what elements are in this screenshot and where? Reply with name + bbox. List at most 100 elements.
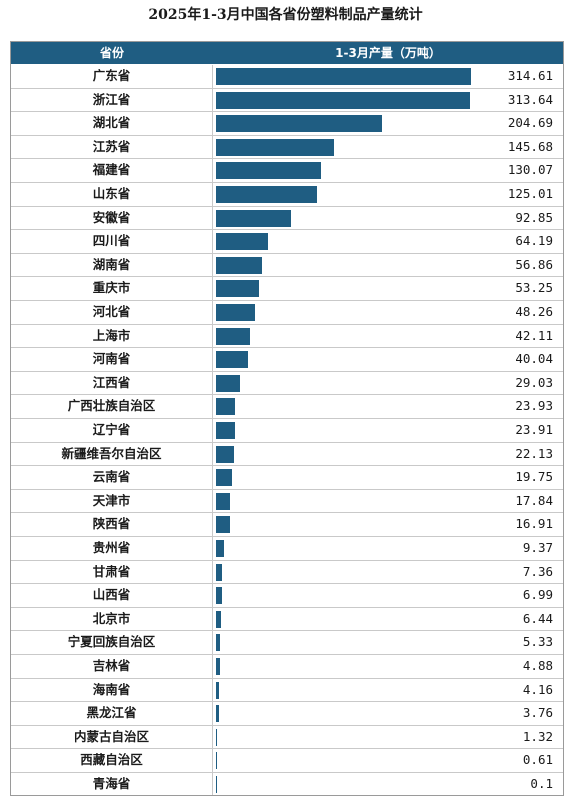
table-row: 山东省 125.01 [11,183,563,207]
value-label: 56.86 [515,256,553,272]
bar [216,658,220,675]
value-label: 40.04 [515,351,553,367]
province-label: 辽宁省 [11,419,213,442]
table-row: 福建省 130.07 [11,159,563,183]
province-label: 重庆市 [11,277,213,300]
province-label: 江西省 [11,371,213,395]
table-row: 上海市 42.11 [11,324,563,349]
table-row: 吉林省 4.88 [11,655,563,679]
bar [216,162,322,180]
province-label: 广东省 [11,65,213,88]
province-label: 安徽省 [11,206,213,230]
table-row: 贵州省 9.37 [11,537,563,561]
value-label: 19.75 [515,469,553,485]
province-label: 湖北省 [11,112,213,135]
bar [216,563,222,581]
value-label: 64.19 [515,233,553,249]
table-row: 内蒙古自治区 1.32 [11,725,563,750]
bar [216,280,260,298]
table-row: 重庆市 53.25 [11,277,563,301]
header-value: 1-3月产量（万吨） [335,46,441,60]
province-label: 北京市 [11,607,213,631]
province-label: 陕西省 [11,513,213,536]
bar [216,610,222,628]
value-label: 42.11 [515,327,553,343]
table-row: 甘肃省 7.36 [11,560,563,585]
bar [216,115,382,133]
value-label: 0.1 [530,776,553,791]
bar [216,304,256,321]
value-label: 53.25 [515,280,553,296]
value-label: 204.69 [507,115,553,131]
value-label: 48.26 [515,304,553,319]
table-row: 西藏自治区 0.61 [11,749,563,773]
value-label: 22.13 [515,445,553,461]
table-row: 山西省 6.99 [11,584,563,608]
province-label: 甘肃省 [11,560,213,584]
table-header: 省份 1-3月产量（万吨） [11,42,563,64]
province-label: 内蒙古自治区 [11,725,213,749]
value-label: 16.91 [515,516,553,532]
value-label: 145.68 [507,138,553,154]
bar [216,634,221,652]
value-label: 23.91 [515,422,553,437]
bar [216,587,222,605]
bar [216,469,232,487]
bar [216,138,335,156]
value-label: 4.16 [522,681,553,697]
value-label: 17.84 [515,492,553,508]
province-label: 山东省 [11,183,213,206]
table-row: 江苏省 145.68 [11,135,563,160]
province-label: 贵州省 [11,537,213,560]
province-label: 宁夏回族自治区 [11,631,213,654]
table-row: 广西壮族自治区 23.93 [11,395,563,419]
bar [216,398,236,416]
table-row: 青海省 0.1 [11,773,563,795]
value-label: 0.61 [522,752,553,768]
province-label: 河北省 [11,301,213,324]
bar [216,327,251,345]
table-row: 四川省 64.19 [11,230,563,254]
province-label: 广西壮族自治区 [11,395,213,418]
bar [216,492,231,510]
bar [216,728,218,746]
bar [216,209,292,227]
province-label: 青海省 [11,773,213,795]
bar [216,705,220,723]
table-row: 天津市 17.84 [11,489,563,514]
value-label: 23.93 [515,398,553,414]
province-label: 四川省 [11,230,213,253]
province-label: 江苏省 [11,135,213,159]
value-label: 92.85 [515,209,553,225]
table-row: 广东省 314.61 [11,65,563,89]
value-label: 4.88 [522,658,553,673]
table-row: 北京市 6.44 [11,607,563,632]
value-label: 7.36 [522,563,553,579]
table-row: 宁夏回族自治区 5.33 [11,631,563,655]
bar [216,681,220,699]
bar [216,233,269,251]
value-label: 313.64 [507,91,553,107]
table-row: 陕西省 16.91 [11,513,563,537]
province-label: 浙江省 [11,88,213,112]
province-label: 新疆维吾尔自治区 [11,442,213,466]
bar [216,91,471,109]
table-row: 安徽省 92.85 [11,206,563,231]
table-row: 新疆维吾尔自治区 22.13 [11,442,563,467]
value-label: 314.61 [507,68,553,83]
table-row: 海南省 4.16 [11,678,563,703]
province-label: 山西省 [11,584,213,607]
table-row: 云南省 19.75 [11,466,563,490]
bar [216,516,230,534]
value-label: 1.32 [522,728,553,744]
value-label: 6.44 [522,610,553,626]
table-row: 黑龙江省 3.76 [11,702,563,726]
province-label: 湖南省 [11,253,213,277]
province-label: 河南省 [11,348,213,371]
value-label: 29.03 [515,374,553,390]
bar [216,445,234,463]
bar [216,256,263,274]
bar [216,68,471,85]
province-label: 福建省 [11,159,213,182]
header-province: 省份 [99,46,124,60]
